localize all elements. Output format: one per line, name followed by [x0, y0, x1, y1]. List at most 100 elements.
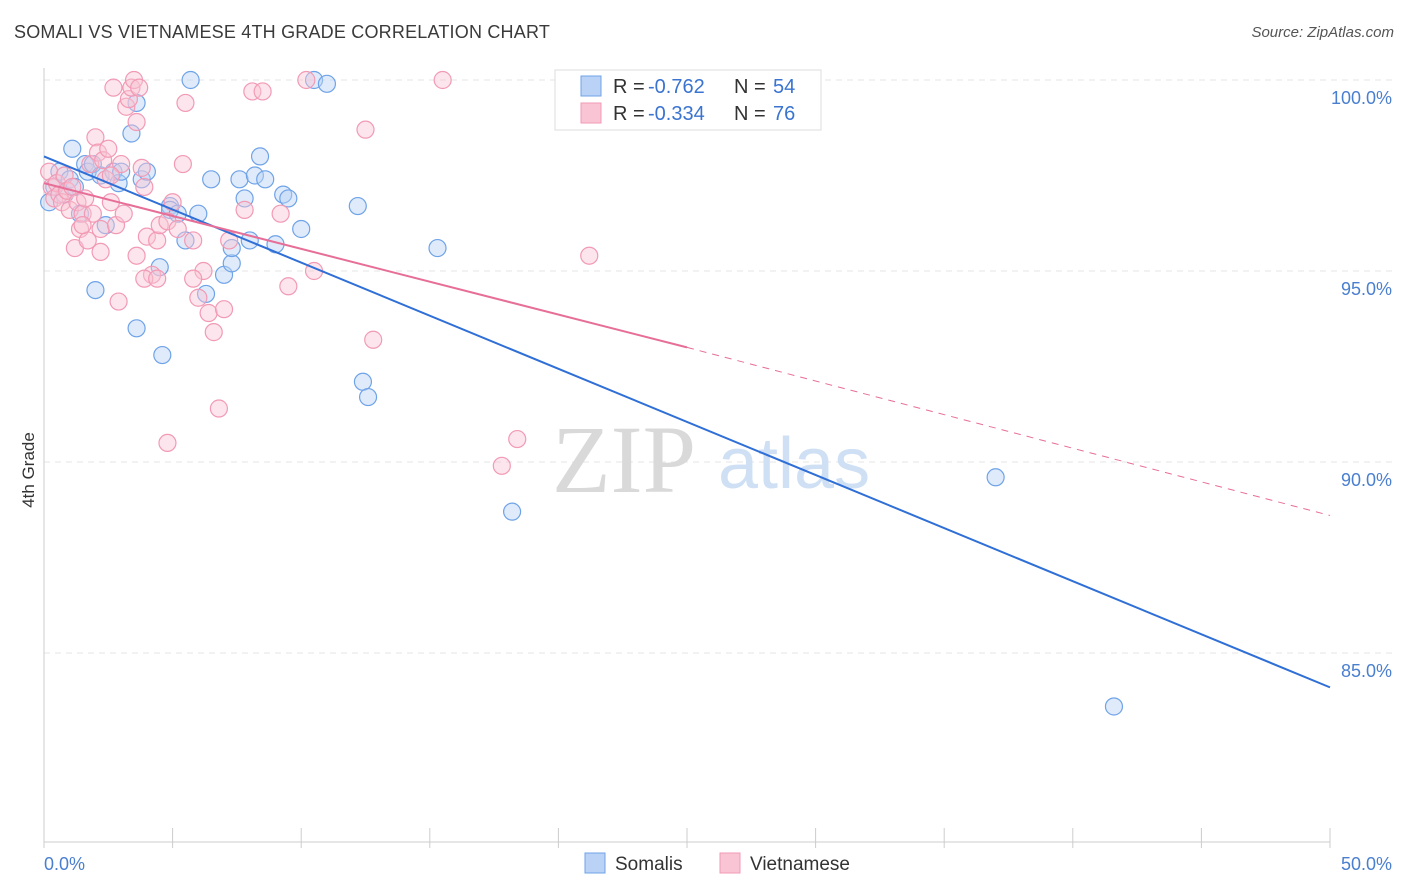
legend-r-value: -0.334 [648, 103, 705, 125]
legend-n-value: 76 [773, 103, 795, 125]
vietnamese-point [135, 269, 154, 288]
vietnamese-point [137, 227, 156, 246]
vietnamese-point [135, 177, 154, 197]
vietnamese-point [168, 219, 187, 239]
vietnamese-point [127, 246, 146, 265]
vietnamese-point [158, 212, 177, 231]
somalis-point [112, 162, 131, 181]
vietnamese-trend-line [43, 182, 688, 349]
vietnamese-point [86, 128, 105, 147]
vietnamese-point [297, 70, 316, 90]
grid-lines [44, 79, 1392, 654]
somalis-point [292, 219, 311, 239]
vietnamese-point [235, 200, 254, 219]
vietnamese-point [214, 300, 234, 319]
vietnamese-point [184, 231, 203, 250]
vietnamese-point [130, 78, 149, 97]
bottom-legend-label: Somalis [615, 854, 683, 875]
legend-n-value: 54 [773, 76, 795, 98]
somalis-point [1104, 697, 1124, 716]
vietnamese-point [163, 193, 182, 212]
vietnamese-point [104, 78, 123, 97]
vietnamese-point [91, 242, 110, 261]
somalis-point [153, 345, 172, 365]
vietnamese-point [580, 246, 599, 265]
somalis-point [202, 170, 221, 189]
vietnamese-point [279, 277, 298, 296]
somalis-point [250, 147, 270, 166]
somalis-point [86, 281, 105, 300]
y-tick-label: 90.0% [1341, 470, 1392, 490]
trend-lines [43, 155, 1331, 689]
vietnamese-point [194, 261, 213, 281]
somalis-point [503, 502, 522, 521]
y-tick-label: 95.0% [1341, 279, 1392, 299]
somalis-point [150, 258, 169, 277]
somalis-point [428, 238, 447, 258]
vietnamese-point [91, 219, 110, 239]
y-axis-label: 4th Grade [19, 432, 38, 508]
somalis-point [986, 468, 1005, 487]
y-tick-label: 85.0% [1341, 661, 1392, 681]
vietnamese-point [158, 433, 177, 452]
legend-r-label: R = [613, 76, 645, 98]
bottom-legend-swatch [584, 852, 606, 874]
somalis-point [353, 372, 373, 391]
vietnamese-point [99, 139, 118, 158]
vietnamese-trend-extension [686, 346, 1331, 516]
somalis-point [317, 74, 337, 93]
vietnamese-point [184, 269, 203, 288]
vietnamese-point [204, 323, 223, 342]
somalis-point [256, 170, 275, 189]
somalis-point [358, 387, 378, 407]
legend-r-label: R = [613, 103, 645, 125]
legend-swatch [580, 75, 602, 97]
vietnamese-point [199, 303, 218, 323]
vietnamese-point [433, 70, 452, 90]
somalis-point [181, 70, 200, 90]
watermark-atlas: atlas [718, 424, 870, 504]
vietnamese-point [243, 82, 262, 101]
bottom-legend: Somalis Vietnamese [584, 852, 850, 875]
vietnamese-point [173, 154, 192, 174]
somalis-point [245, 166, 265, 185]
chart-title: SOMALI VS VIETNAMESE 4TH GRADE CORRELATI… [14, 22, 551, 42]
x-tick-label: 0.0% [44, 854, 85, 874]
somalis-point [222, 254, 241, 273]
somalis-point [127, 319, 146, 338]
bottom-legend-label: Vietnamese [750, 854, 850, 875]
vietnamese-point [112, 154, 131, 174]
vietnamese-point [94, 151, 113, 170]
somalis-trend-line [43, 155, 1331, 689]
vietnamese-point [52, 193, 72, 212]
vietnamese-point [83, 204, 102, 223]
somalis-point [279, 189, 298, 208]
x-tick-label: 50.0% [1341, 854, 1392, 874]
somalis-point [348, 196, 367, 216]
vietnamese-point [148, 269, 167, 288]
vietnamese-point [132, 158, 151, 177]
vietnamese-point [73, 216, 92, 235]
vietnamese-point [119, 89, 138, 109]
somalis-point [122, 124, 141, 143]
vietnamese-point [253, 82, 272, 101]
vietnamese-point [364, 330, 383, 349]
legend-r-value: -0.762 [648, 76, 705, 98]
legend: R = -0.762 N = 54 R = -0.334 N = 76 [554, 69, 822, 131]
somalis-point [230, 170, 249, 189]
bottom-legend-swatch [719, 852, 741, 874]
vietnamese-point [176, 93, 195, 113]
vietnamese-point [189, 288, 208, 307]
vietnamese-point [127, 112, 146, 132]
axes [43, 68, 1331, 848]
source-label: Source: ZipAtlas.com [1251, 24, 1394, 41]
y-tick-label: 100.0% [1331, 88, 1392, 108]
vietnamese-point [508, 429, 527, 449]
legend-n-label: N = [734, 103, 766, 125]
tick-labels: 100.0% 95.0% 90.0% 85.0% 0.0% 50.0% [44, 88, 1392, 874]
vietnamese-point [356, 120, 375, 139]
vietnamese-point [492, 456, 511, 475]
vietnamese-point [109, 292, 128, 311]
somalis-point [63, 139, 82, 158]
data-points [40, 70, 1124, 716]
